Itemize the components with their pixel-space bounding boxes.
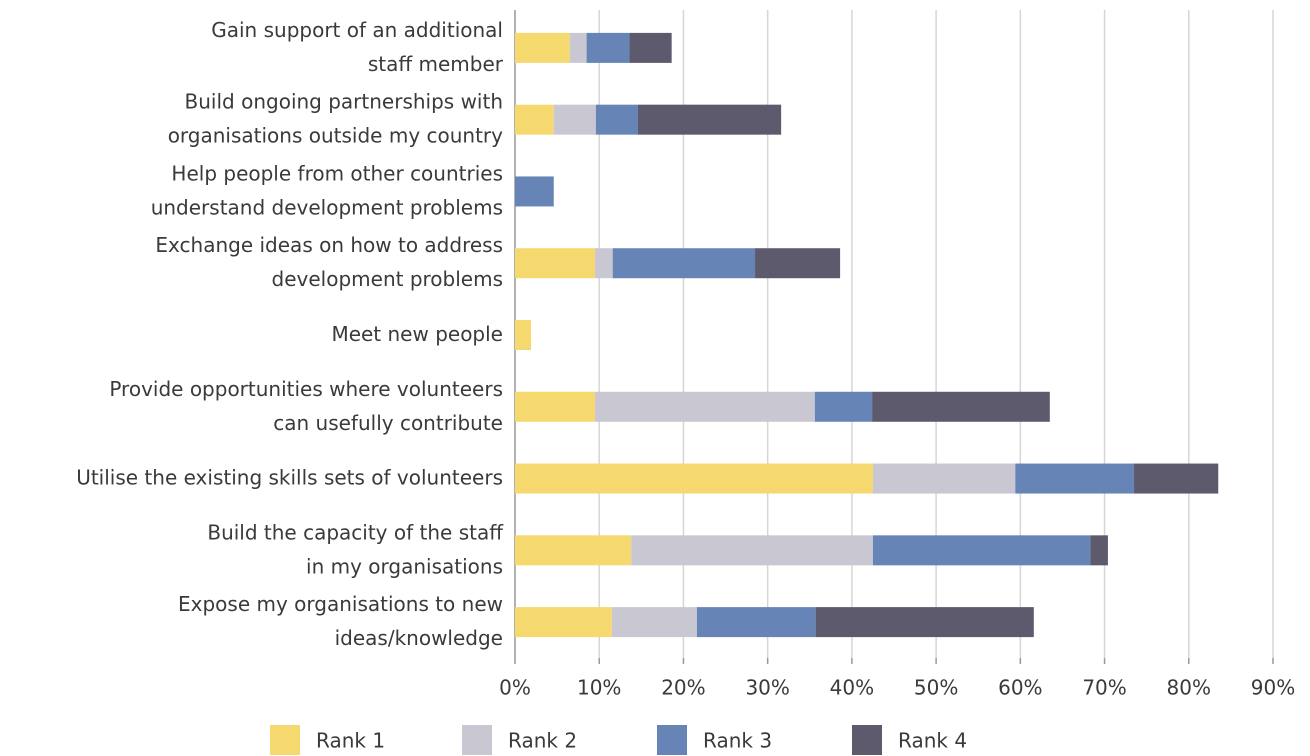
x-tick-label: 0% bbox=[499, 676, 531, 700]
x-tick-label: 90% bbox=[1251, 676, 1295, 700]
bar-segment bbox=[515, 391, 596, 422]
bar-segment bbox=[515, 104, 554, 135]
bar-segment bbox=[515, 176, 554, 207]
bar-segment bbox=[872, 463, 1016, 494]
bar-segment bbox=[612, 248, 756, 279]
bar-segment bbox=[814, 391, 873, 422]
bar-segment bbox=[629, 32, 672, 63]
bar-segment bbox=[515, 463, 873, 494]
x-tick-label: 20% bbox=[661, 676, 705, 700]
bar-segment bbox=[1134, 463, 1219, 494]
legend-swatch bbox=[852, 725, 882, 755]
x-tick-label: 60% bbox=[998, 676, 1042, 700]
bar-segment bbox=[637, 104, 782, 135]
bar-segment bbox=[553, 104, 596, 135]
bar-segment bbox=[595, 104, 638, 135]
legend-swatch bbox=[270, 725, 300, 755]
y-tick-label: Expose my organisations to new ideas/know… bbox=[178, 592, 503, 650]
x-tick-label: 80% bbox=[1167, 676, 1211, 700]
bar-segment bbox=[586, 32, 630, 63]
x-tick-label: 40% bbox=[830, 676, 874, 700]
bar-segment bbox=[515, 248, 596, 279]
y-tick-label: Build ongoing partnerships with organisat… bbox=[168, 89, 503, 147]
bar-segment bbox=[515, 320, 532, 350]
bar-segment bbox=[595, 391, 815, 422]
bar-segment bbox=[872, 391, 1050, 422]
x-tick-label: 70% bbox=[1082, 676, 1126, 700]
bar-segment bbox=[872, 535, 1091, 566]
bar-segment bbox=[1015, 463, 1135, 494]
y-tick-label: Utilise the existing skills sets of volu… bbox=[76, 465, 503, 489]
bar-segment bbox=[515, 535, 632, 566]
legend-label: Rank 4 bbox=[898, 729, 967, 753]
legend-swatch bbox=[657, 725, 687, 755]
legend-label: Rank 1 bbox=[316, 729, 385, 753]
y-tick-label: Exchange ideas on how to address developm… bbox=[155, 233, 503, 291]
x-tick-label: 10% bbox=[577, 676, 621, 700]
x-tick-label: 50% bbox=[914, 676, 958, 700]
bar-segment bbox=[595, 248, 613, 279]
bar-segment bbox=[1090, 535, 1108, 566]
y-tick-label: Gain support of an additional staff membe… bbox=[211, 17, 504, 75]
bar-segment bbox=[611, 607, 697, 638]
legend-label: Rank 2 bbox=[508, 729, 577, 753]
bar-segment bbox=[755, 248, 841, 279]
bar-segment bbox=[515, 32, 570, 63]
legend-swatch bbox=[462, 725, 492, 755]
bar-segment bbox=[515, 607, 612, 638]
bar-segment bbox=[696, 607, 816, 638]
y-tick-label: Help people from other countries understa… bbox=[151, 161, 503, 219]
y-tick-label: Build the capacity of the staff in my org… bbox=[207, 520, 504, 578]
bar-segment bbox=[815, 607, 1034, 638]
legend-label: Rank 3 bbox=[703, 729, 772, 753]
x-tick-label: 30% bbox=[745, 676, 789, 700]
bar-segment bbox=[569, 32, 587, 63]
y-tick-label: Meet new people bbox=[331, 322, 503, 346]
y-tick-label: Provide opportunities where volunteers ca… bbox=[109, 376, 503, 434]
bar-segment bbox=[631, 535, 873, 566]
